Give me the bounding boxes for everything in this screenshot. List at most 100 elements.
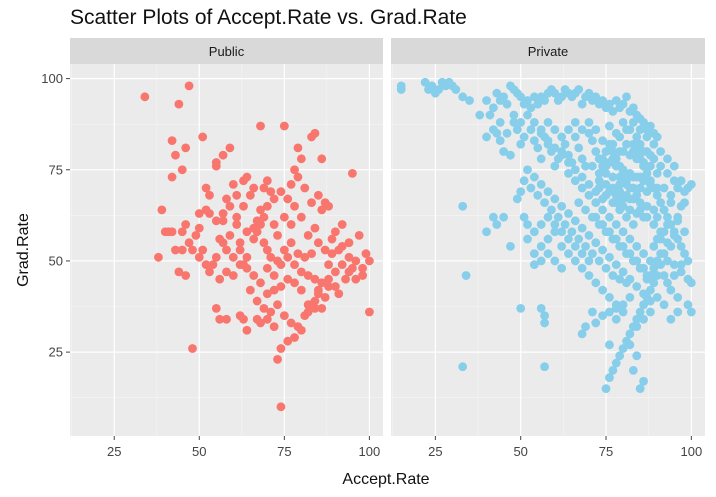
data-point [663, 220, 672, 229]
data-point [337, 220, 347, 229]
data-point [581, 241, 590, 251]
data-point [574, 198, 584, 207]
data-point [605, 212, 614, 222]
data-point [611, 220, 621, 229]
data-point [683, 300, 693, 310]
data-point [296, 267, 306, 277]
data-point [649, 205, 659, 215]
data-point [205, 267, 214, 277]
data-point [601, 169, 611, 178]
data-point [594, 256, 604, 266]
data-point [676, 241, 686, 251]
data-point [581, 161, 590, 171]
data-point [598, 96, 608, 105]
data-point [273, 355, 282, 364]
data-point [225, 231, 235, 240]
facet-panels: Public Private [70, 38, 705, 436]
data-point [320, 198, 330, 207]
data-point [201, 183, 211, 193]
data-point [208, 260, 218, 269]
data-point [225, 201, 235, 211]
data-point [584, 117, 594, 127]
data-point [625, 293, 635, 302]
data-point [611, 300, 621, 310]
data-point [242, 227, 252, 237]
data-point [618, 165, 628, 175]
data-point [645, 256, 655, 266]
data-point [663, 154, 672, 164]
data-point [652, 183, 662, 193]
data-point [174, 267, 184, 277]
data-point [656, 147, 666, 156]
data-point [639, 289, 648, 299]
data-point [290, 201, 299, 211]
data-point [215, 314, 225, 324]
data-point [337, 241, 347, 251]
data-point [523, 96, 532, 105]
data-point [300, 252, 310, 262]
data-point [605, 187, 614, 197]
data-point [290, 333, 299, 342]
data-point [628, 147, 638, 156]
data-point [232, 190, 242, 200]
data-point [564, 249, 573, 259]
data-point [557, 150, 567, 160]
data-point [649, 278, 659, 288]
data-point [184, 238, 194, 248]
x-axis-title: Accept.Rate [342, 471, 429, 488]
data-point [543, 249, 553, 259]
data-point [540, 318, 549, 328]
data-point [300, 311, 310, 321]
data-point [659, 205, 669, 215]
data-point [622, 92, 631, 102]
data-point [577, 154, 587, 164]
data-point [594, 169, 604, 178]
data-point [639, 263, 648, 273]
data-point [622, 139, 631, 149]
data-point [279, 311, 289, 321]
data-point [598, 245, 608, 255]
data-point [347, 169, 357, 178]
data-point [669, 161, 679, 171]
data-point [313, 190, 323, 200]
data-point [354, 231, 364, 240]
data-point [492, 220, 502, 229]
data-point [611, 260, 621, 269]
data-point [259, 238, 269, 248]
data-point [635, 198, 645, 207]
data-point [615, 179, 625, 189]
data-point [598, 285, 608, 295]
data-point [618, 201, 628, 211]
data-point [625, 329, 635, 339]
data-point [290, 260, 299, 269]
facet-strip-label: Private [528, 44, 568, 59]
data-point [293, 143, 303, 153]
data-point [669, 271, 679, 280]
y-tick-label: 100 [41, 71, 63, 86]
data-point [625, 340, 635, 350]
data-point [286, 220, 296, 229]
data-point [584, 88, 594, 98]
data-point [273, 231, 282, 240]
data-point [262, 245, 272, 255]
data-point [188, 245, 197, 255]
data-point [628, 103, 638, 113]
data-point [550, 256, 560, 266]
data-point [307, 249, 316, 259]
data-point [577, 329, 587, 339]
data-point [598, 194, 608, 204]
data-point [564, 209, 573, 218]
data-point [300, 183, 310, 193]
data-point [465, 96, 474, 105]
data-point [529, 249, 539, 259]
data-point [296, 212, 306, 222]
data-point [516, 92, 526, 102]
data-point [564, 150, 573, 160]
data-point [632, 282, 642, 291]
data-point [492, 88, 502, 98]
data-point [259, 303, 269, 313]
data-point [519, 132, 529, 142]
data-point [683, 183, 693, 193]
data-point [540, 96, 549, 105]
data-point [266, 187, 276, 197]
